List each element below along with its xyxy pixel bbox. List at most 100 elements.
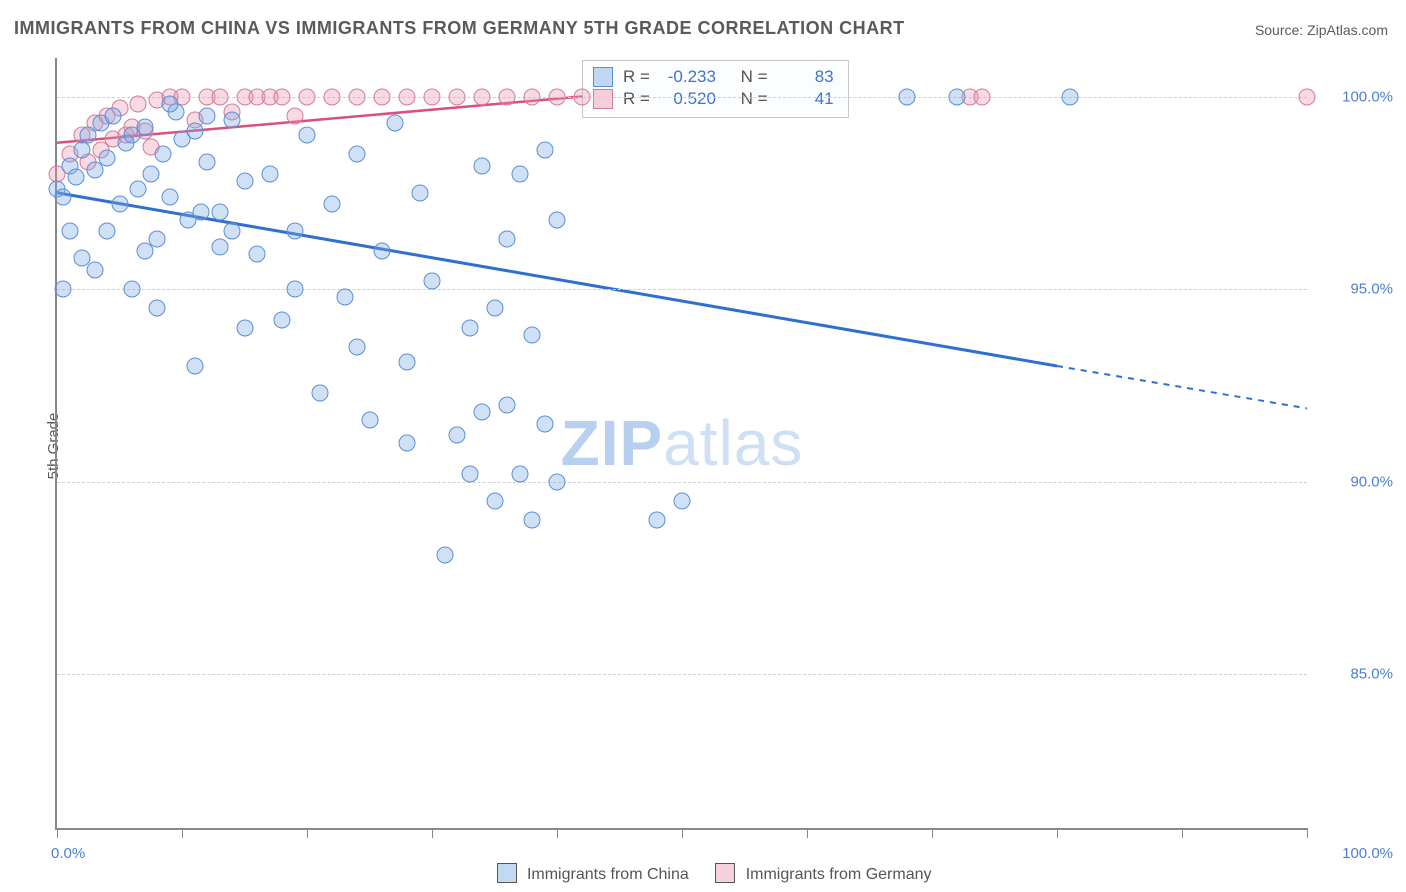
scatter-point (511, 165, 528, 182)
scatter-point (511, 465, 528, 482)
scatter-point (192, 204, 209, 221)
scatter-point (274, 311, 291, 328)
scatter-point (311, 384, 328, 401)
scatter-point (86, 261, 103, 278)
scatter-point (974, 88, 991, 105)
scatter-point (1299, 88, 1316, 105)
chart-plot-area: ZIPatlas R = -0.233 N = 83 R = 0.520 N =… (55, 58, 1307, 830)
scatter-point (161, 96, 178, 113)
gridline (57, 674, 1307, 675)
scatter-point (361, 411, 378, 428)
scatter-point (130, 180, 147, 197)
legend-swatch-a (497, 863, 517, 883)
scatter-point (349, 88, 366, 105)
scatter-point (186, 358, 203, 375)
scatter-point (124, 281, 141, 298)
scatter-point (99, 150, 116, 167)
scatter-point (155, 146, 172, 163)
swatch-series-b (593, 89, 613, 109)
scatter-point (474, 88, 491, 105)
scatter-point (324, 196, 341, 213)
scatter-point (299, 127, 316, 144)
scatter-point (574, 88, 591, 105)
scatter-point (211, 204, 228, 221)
r-value-a: -0.233 (660, 67, 716, 87)
watermark: ZIPatlas (561, 406, 804, 480)
legend-label-b: Immigrants from Germany (746, 866, 932, 883)
y-tick-label: 90.0% (1350, 473, 1393, 490)
scatter-point (899, 88, 916, 105)
scatter-point (536, 142, 553, 159)
scatter-point (236, 319, 253, 336)
x-tick (682, 828, 683, 838)
scatter-point (349, 146, 366, 163)
swatch-series-a (593, 67, 613, 87)
scatter-point (499, 88, 516, 105)
scatter-point (74, 142, 91, 159)
watermark-bold: ZIP (561, 407, 664, 479)
r-label: R = (623, 89, 650, 109)
n-label: N = (741, 89, 768, 109)
y-tick-label: 95.0% (1350, 281, 1393, 298)
scatter-point (286, 223, 303, 240)
scatter-point (186, 123, 203, 140)
scatter-point (399, 88, 416, 105)
x-tick (807, 828, 808, 838)
scatter-point (524, 88, 541, 105)
scatter-point (449, 427, 466, 444)
scatter-point (324, 88, 341, 105)
x-tick (1057, 828, 1058, 838)
scatter-point (424, 273, 441, 290)
scatter-point (99, 223, 116, 240)
n-value-a: 83 (778, 67, 834, 87)
scatter-point (461, 319, 478, 336)
scatter-point (424, 88, 441, 105)
scatter-point (536, 415, 553, 432)
scatter-point (149, 300, 166, 317)
scatter-point (236, 173, 253, 190)
x-tick (557, 828, 558, 838)
scatter-point (136, 119, 153, 136)
gridline (57, 482, 1307, 483)
scatter-point (411, 184, 428, 201)
scatter-point (486, 492, 503, 509)
scatter-point (486, 300, 503, 317)
scatter-point (286, 281, 303, 298)
scatter-point (399, 354, 416, 371)
scatter-point (261, 165, 278, 182)
gridline (57, 289, 1307, 290)
scatter-point (374, 88, 391, 105)
scatter-point (349, 338, 366, 355)
n-value-b: 41 (778, 89, 834, 109)
scatter-point (74, 250, 91, 267)
scatter-point (161, 188, 178, 205)
scatter-point (211, 238, 228, 255)
scatter-point (449, 88, 466, 105)
scatter-point (474, 404, 491, 421)
scatter-point (105, 107, 122, 124)
scatter-point (55, 188, 72, 205)
scatter-point (549, 88, 566, 105)
scatter-point (224, 223, 241, 240)
legend-swatch-b (715, 863, 735, 883)
stats-row-series-a: R = -0.233 N = 83 (593, 67, 834, 87)
source-attribution: Source: ZipAtlas.com (1255, 22, 1388, 38)
scatter-point (111, 196, 128, 213)
stats-row-series-b: R = 0.520 N = 41 (593, 89, 834, 109)
scatter-point (224, 111, 241, 128)
scatter-point (474, 157, 491, 174)
x-tick (1307, 828, 1308, 838)
scatter-point (274, 88, 291, 105)
scatter-point (199, 153, 216, 170)
scatter-point (67, 169, 84, 186)
scatter-point (374, 242, 391, 259)
x-tick (432, 828, 433, 838)
scatter-point (524, 512, 541, 529)
x-tick (307, 828, 308, 838)
scatter-point (386, 115, 403, 132)
watermark-rest: atlas (663, 407, 803, 479)
scatter-point (286, 107, 303, 124)
scatter-point (949, 88, 966, 105)
r-value-b: 0.520 (660, 89, 716, 109)
scatter-point (461, 465, 478, 482)
